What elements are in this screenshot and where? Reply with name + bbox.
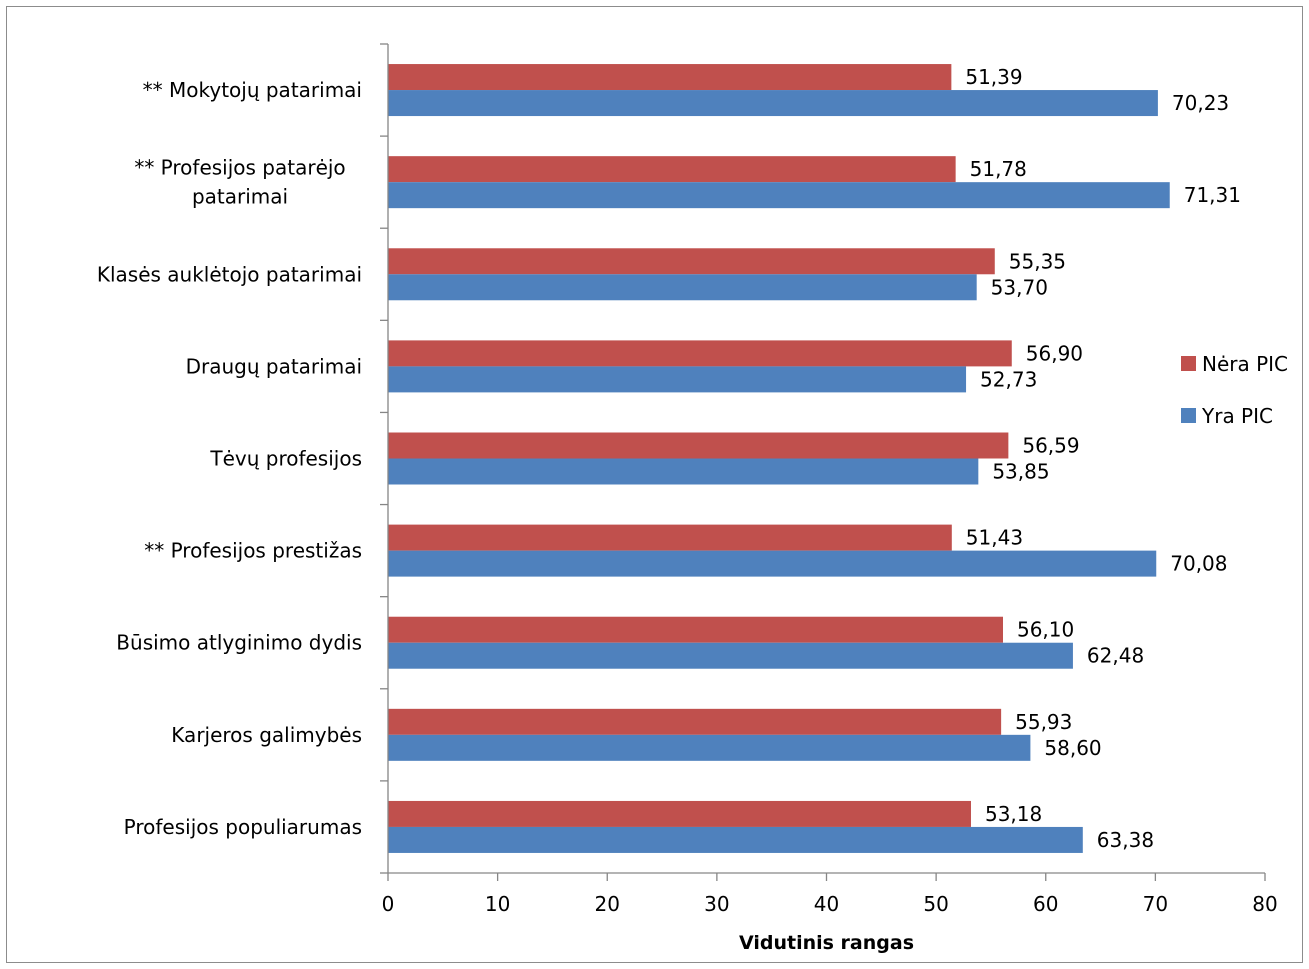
category-label: Profesijos populiarumas [124, 815, 362, 839]
bar-yra-pic [388, 274, 977, 301]
axes-group: 0 10 20 30 40 50 60 70 80 [380, 43, 1278, 916]
data-label: 53,70 [991, 275, 1048, 299]
bar-yra-pic [388, 366, 967, 393]
data-label: 53,18 [985, 802, 1042, 826]
bar-yra-pic [388, 458, 979, 485]
bar-nera-pic [388, 64, 952, 91]
data-label: 51,78 [970, 157, 1027, 181]
legend: Nėra PIC Yra PIC [1181, 352, 1288, 428]
data-label: 56,90 [1026, 341, 1083, 365]
bar-yra-pic [388, 826, 1083, 853]
category-label: patarimai [192, 185, 288, 209]
bar-nera-pic [388, 708, 1002, 735]
category-label: Karjeros galimybės [171, 723, 362, 747]
data-label: 62,48 [1087, 644, 1144, 668]
category-label: Tėvų profesijos [209, 447, 362, 471]
legend-swatch [1181, 408, 1196, 423]
category-label: Būsimo atlyginimo dydis [116, 631, 362, 655]
bar-nera-pic [388, 800, 971, 827]
legend-label: Nėra PIC [1202, 352, 1288, 376]
data-label: 51,43 [966, 526, 1023, 550]
legend-label: Yra PIC [1201, 404, 1273, 428]
x-tick-label: 20 [595, 892, 620, 916]
data-label: 58,60 [1044, 736, 1101, 760]
data-label: 51,39 [965, 65, 1022, 89]
x-tick-label: 30 [704, 892, 729, 916]
bar-nera-pic [388, 524, 952, 551]
x-tick-label: 0 [382, 892, 395, 916]
x-axis-title: Vidutinis rangas [739, 932, 914, 954]
category-label: ** Profesijos prestižas [144, 539, 362, 563]
data-label: 56,10 [1017, 618, 1074, 642]
bar-yra-pic [388, 550, 1157, 577]
legend-swatch [1181, 356, 1196, 371]
bar-yra-pic [388, 182, 1170, 209]
labels-group: 51,39 70,23 ** Mokytojų patarimai 51,78 71,3… [97, 65, 1241, 852]
data-label: 56,59 [1022, 434, 1079, 458]
data-label: 63,38 [1097, 828, 1154, 852]
bar-yra-pic [388, 90, 1158, 117]
data-label: 53,85 [992, 460, 1049, 484]
data-label: 71,31 [1184, 183, 1241, 207]
bar-nera-pic [388, 156, 956, 183]
bar-nera-pic [388, 432, 1009, 459]
category-label: ** Mokytojų patarimai [143, 78, 362, 102]
data-label: 52,73 [980, 367, 1037, 391]
x-tick-label: 10 [485, 892, 510, 916]
data-label: 55,35 [1009, 249, 1066, 273]
category-label: Klasės auklėtojo patarimai [97, 262, 362, 286]
data-label: 70,08 [1170, 552, 1227, 576]
x-tick-label: 70 [1143, 892, 1168, 916]
x-tick-label: 80 [1252, 892, 1277, 916]
x-tick-label: 50 [923, 892, 948, 916]
bars-group [388, 64, 1170, 853]
bar-nera-pic [388, 616, 1003, 643]
data-label: 55,93 [1015, 710, 1072, 734]
x-tick-label: 60 [1033, 892, 1058, 916]
data-label: 70,23 [1172, 91, 1229, 115]
x-tick-label: 40 [814, 892, 839, 916]
bar-nera-pic [388, 248, 995, 275]
category-label: Draugų patarimai [186, 354, 362, 378]
category-label: ** Profesijos patarėjo [134, 156, 345, 180]
bar-yra-pic [388, 642, 1073, 669]
bar-yra-pic [388, 734, 1031, 761]
bar-nera-pic [388, 340, 1012, 367]
